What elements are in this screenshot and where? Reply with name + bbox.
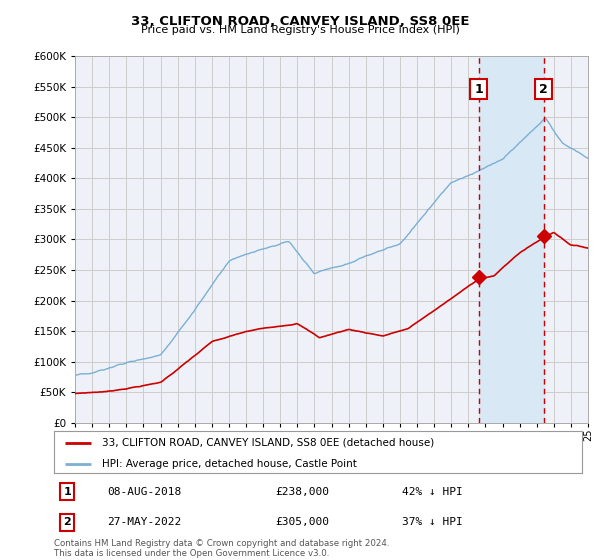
Text: £305,000: £305,000 xyxy=(276,517,330,528)
Text: 2: 2 xyxy=(539,82,548,96)
Text: 2: 2 xyxy=(64,517,71,528)
Text: 33, CLIFTON ROAD, CANVEY ISLAND, SS8 0EE (detached house): 33, CLIFTON ROAD, CANVEY ISLAND, SS8 0EE… xyxy=(101,438,434,448)
Text: 37% ↓ HPI: 37% ↓ HPI xyxy=(403,517,463,528)
Text: 27-MAY-2022: 27-MAY-2022 xyxy=(107,517,181,528)
Text: 1: 1 xyxy=(64,487,71,497)
Text: HPI: Average price, detached house, Castle Point: HPI: Average price, detached house, Cast… xyxy=(101,459,356,469)
Text: Contains HM Land Registry data © Crown copyright and database right 2024.
This d: Contains HM Land Registry data © Crown c… xyxy=(54,539,389,558)
Text: 42% ↓ HPI: 42% ↓ HPI xyxy=(403,487,463,497)
Text: 08-AUG-2018: 08-AUG-2018 xyxy=(107,487,181,497)
Text: Price paid vs. HM Land Registry's House Price Index (HPI): Price paid vs. HM Land Registry's House … xyxy=(140,25,460,35)
Text: £238,000: £238,000 xyxy=(276,487,330,497)
Text: 1: 1 xyxy=(474,82,483,96)
Text: 33, CLIFTON ROAD, CANVEY ISLAND, SS8 0EE: 33, CLIFTON ROAD, CANVEY ISLAND, SS8 0EE xyxy=(131,15,469,27)
Bar xyxy=(479,56,544,423)
